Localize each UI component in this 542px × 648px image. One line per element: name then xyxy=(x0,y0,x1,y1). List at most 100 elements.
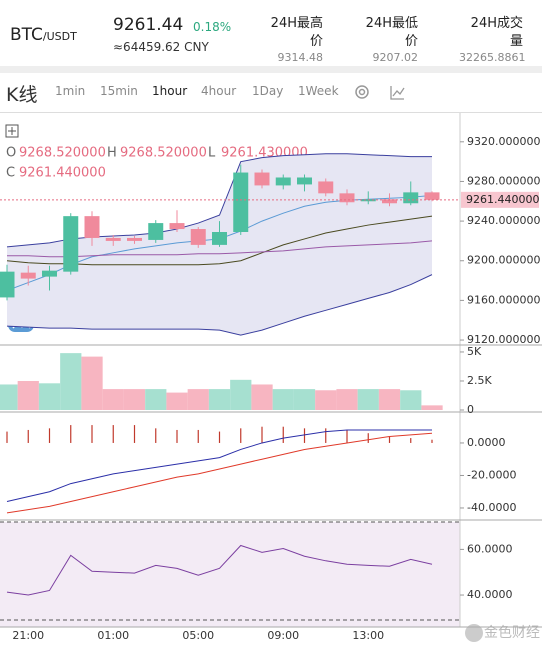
watermark-logo xyxy=(465,624,483,642)
settings-icon[interactable] xyxy=(355,85,369,99)
interval-tab[interactable]: 1Week xyxy=(298,84,339,98)
volume-bar xyxy=(81,356,103,410)
stat-value: 9314.48 xyxy=(277,51,324,64)
y-tick-label: 9120.000000 xyxy=(467,333,540,346)
volume-bar xyxy=(17,380,39,410)
x-tick-label: 05:00 xyxy=(182,629,214,642)
legend-key: O xyxy=(6,146,16,161)
x-tick-label: 01:00 xyxy=(97,629,129,642)
y-tick-label: 40.0000 xyxy=(467,588,513,601)
interval-tab[interactable]: 1Day xyxy=(252,84,284,98)
stat: 24H最高价 9314.48USDT xyxy=(259,15,323,66)
volume-bar xyxy=(60,353,82,410)
legend-key: L xyxy=(208,146,216,161)
kline-tab[interactable]: K线 xyxy=(6,84,38,106)
candle-body xyxy=(127,237,142,241)
y-tick-label: 9200.000000 xyxy=(467,254,540,267)
volume-bar xyxy=(187,389,209,410)
y-tick-label: 60.0000 xyxy=(467,542,513,555)
candle-body xyxy=(424,192,440,200)
change: 0.18% xyxy=(193,20,232,34)
volume-bar xyxy=(400,390,422,410)
y-tick-label: -20.0000 xyxy=(467,468,516,481)
stat-value: 32265.8861 xyxy=(459,51,526,64)
legend-key: C xyxy=(6,166,15,181)
y-tick-label: -40.0000 xyxy=(467,501,516,514)
last-price-label: 9261.440000 xyxy=(466,193,539,206)
y-tick-label: 9280.000000 xyxy=(467,174,540,187)
macd-line xyxy=(6,429,432,502)
candle-body xyxy=(0,271,15,298)
y-tick-label: 9240.000000 xyxy=(467,214,540,227)
candle-body xyxy=(190,229,206,245)
price: 9261.44 xyxy=(113,15,184,35)
stat-label: 24H最高价 xyxy=(270,16,323,49)
volume-bar xyxy=(336,389,358,410)
volume-bar xyxy=(38,383,61,410)
rsi-line xyxy=(6,544,433,596)
candle-body xyxy=(105,237,121,241)
y-tick-label: 0.0000 xyxy=(467,436,506,449)
crosshair-icon[interactable] xyxy=(5,124,19,138)
candle-body xyxy=(20,272,36,279)
volume-bar xyxy=(357,389,379,410)
divider xyxy=(0,112,542,113)
stat-label: 24H成交量 xyxy=(470,16,523,49)
candle-body xyxy=(339,193,355,203)
indicator-line xyxy=(6,274,433,336)
candle-body xyxy=(254,172,270,186)
interval-tab[interactable]: 1hour xyxy=(152,84,188,98)
volume-bar xyxy=(123,389,146,410)
stat-unit: BTC xyxy=(459,64,523,66)
volume-bar xyxy=(166,392,188,410)
volume-bar xyxy=(315,390,337,410)
y-tick-label: 2.5K xyxy=(467,374,492,387)
volume-bar xyxy=(145,389,167,410)
x-tick-label: 21:00 xyxy=(12,629,44,642)
volume-bar xyxy=(251,384,273,410)
volume-bar xyxy=(421,405,443,410)
volume-bar xyxy=(102,389,124,410)
header: BTC/USDT 9261.44 0.18% ≈64459.62 CNY 24H… xyxy=(0,0,542,66)
separator xyxy=(0,66,542,73)
stat-unit: USDT xyxy=(259,64,323,66)
volume-bar xyxy=(272,389,294,410)
stat-unit: USDT xyxy=(354,64,418,66)
candle-body xyxy=(148,223,164,240)
stat-value: 9207.02 xyxy=(372,51,419,64)
interval-tab[interactable]: 15min xyxy=(100,84,138,98)
candle-body xyxy=(275,177,291,186)
y-tick-label: 9160.000000 xyxy=(467,293,540,306)
candle-body xyxy=(297,177,312,185)
volume-bar xyxy=(208,389,231,410)
legend-value: 9261.440000 xyxy=(19,166,106,181)
volume-bar xyxy=(230,379,252,410)
candle-body xyxy=(403,192,419,204)
volume-bar xyxy=(0,384,18,410)
volume-bar xyxy=(378,389,401,410)
candle-body xyxy=(42,270,57,277)
candle-body xyxy=(169,223,185,230)
interval-tab[interactable]: 4hour xyxy=(201,84,237,98)
rsi-background xyxy=(0,522,460,627)
macd-line xyxy=(6,432,433,514)
stat: 24H最低价 9207.02USDT xyxy=(354,15,418,66)
indicator-icon[interactable] xyxy=(390,86,405,100)
legend-value: 9268.520000 xyxy=(120,146,207,161)
y-tick-label: 5K xyxy=(467,345,482,358)
candle-body xyxy=(63,216,79,272)
stat-label: 24H最低价 xyxy=(365,16,418,49)
watermark: 金色财经 xyxy=(484,624,540,641)
interval-tab[interactable]: 1min xyxy=(55,84,86,98)
candle-body xyxy=(212,232,227,245)
pair: BTC/USDT xyxy=(10,25,77,45)
candle-body xyxy=(84,216,100,238)
legend-key: H xyxy=(107,146,117,161)
candle-body xyxy=(382,199,397,204)
legend-value: 9268.520000 xyxy=(19,146,106,161)
base: BTC xyxy=(10,25,43,45)
volume-bar xyxy=(293,389,316,410)
cny: ≈64459.62 CNY xyxy=(113,40,209,54)
